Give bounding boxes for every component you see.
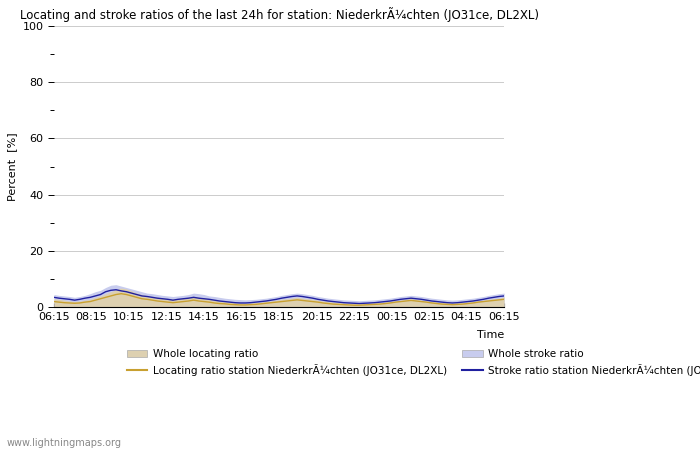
Title: Locating and stroke ratios of the last 24h for station: NiederkrÃ¼chten (JO31ce,: Locating and stroke ratios of the last 2… — [20, 7, 538, 22]
Text: Time: Time — [477, 330, 504, 340]
Text: www.lightningmaps.org: www.lightningmaps.org — [7, 438, 122, 448]
Y-axis label: Percent  [%]: Percent [%] — [7, 132, 17, 201]
Legend: Whole locating ratio, Locating ratio station NiederkrÃ¼chten (JO31ce, DL2XL), Wh: Whole locating ratio, Locating ratio sta… — [127, 349, 700, 376]
